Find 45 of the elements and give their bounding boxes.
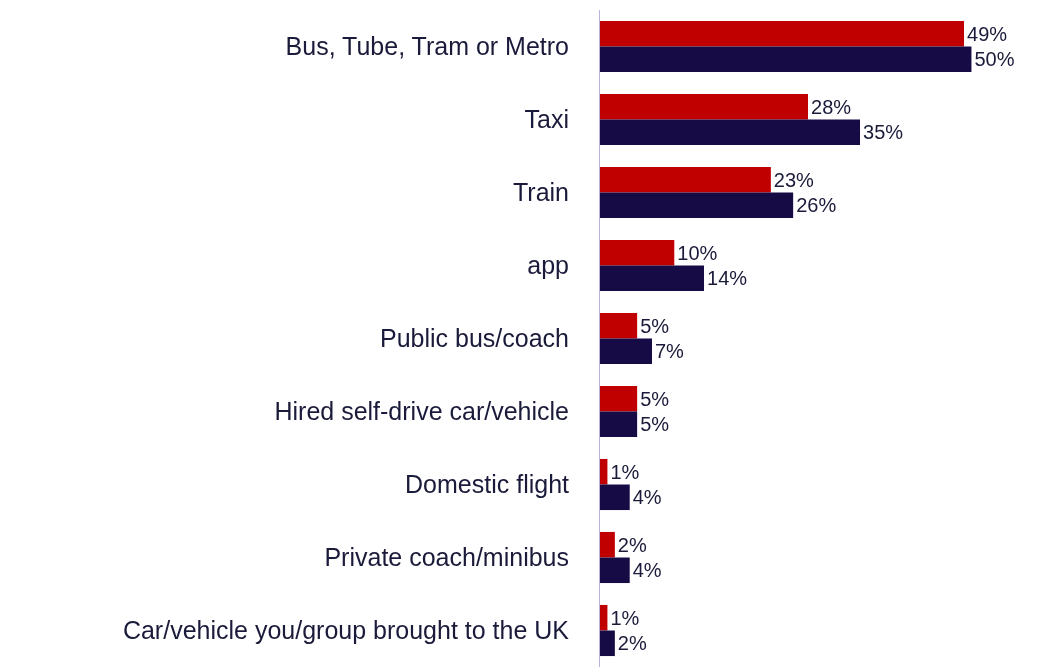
bar — [600, 46, 972, 73]
data-label: 50% — [974, 48, 1015, 71]
bar — [600, 531, 615, 558]
data-label: 2% — [617, 533, 647, 556]
bar — [600, 338, 652, 365]
bar — [600, 484, 630, 511]
data-label: 5% — [640, 314, 670, 337]
bar — [600, 265, 705, 292]
bar — [600, 411, 638, 438]
bar — [600, 192, 794, 219]
bar — [600, 239, 675, 266]
bar — [600, 20, 965, 47]
data-label: 35% — [863, 121, 904, 144]
data-label: 4% — [632, 559, 662, 582]
y-tick-label: Domestic flight — [405, 470, 570, 499]
data-label: 5% — [640, 387, 670, 410]
bar — [600, 119, 861, 146]
y-tick-label: Taxi — [524, 105, 569, 134]
bar — [600, 458, 608, 485]
data-label: 28% — [811, 95, 852, 118]
y-tick-label: Train — [512, 178, 569, 207]
y-tick-label: Hired self-drive car/vehicle — [274, 397, 569, 426]
y-tick-label: Bus, Tube, Tram or Metro — [285, 32, 569, 61]
y-tick-label: Car/vehicle you/group brought to the UK — [122, 616, 570, 645]
data-label: 1% — [610, 606, 640, 629]
data-label: 5% — [640, 413, 670, 436]
y-tick-label: Public bus/coach — [379, 324, 569, 353]
data-label: 49% — [967, 22, 1008, 45]
bar — [600, 604, 608, 631]
bar — [600, 385, 638, 412]
bar — [600, 166, 771, 193]
data-label: 10% — [677, 241, 718, 264]
data-label: 14% — [707, 267, 748, 290]
bar — [600, 312, 638, 339]
data-label: 4% — [632, 486, 662, 509]
y-tick-label: app — [527, 251, 569, 280]
data-label: 7% — [655, 340, 685, 363]
data-label: 1% — [610, 460, 640, 483]
y-tick-label: Private coach/minibus — [324, 543, 569, 572]
bar — [600, 630, 615, 657]
data-label: 26% — [796, 194, 837, 217]
bar — [600, 557, 630, 584]
data-label: 23% — [773, 168, 815, 191]
data-label: 2% — [617, 632, 647, 655]
bar — [600, 93, 809, 120]
